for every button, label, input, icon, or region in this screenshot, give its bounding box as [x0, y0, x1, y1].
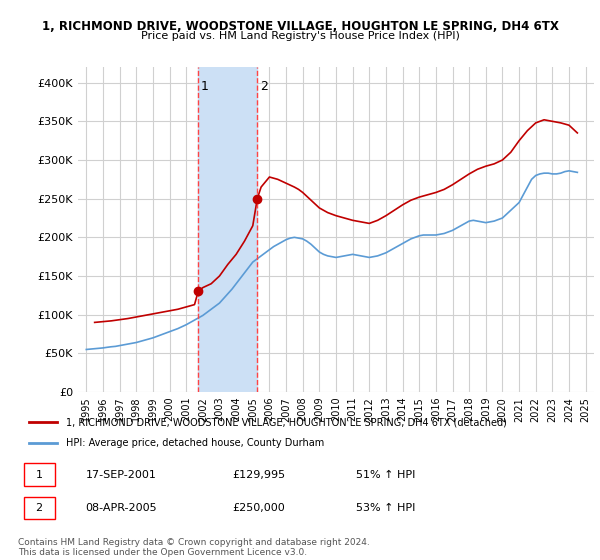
Text: 1, RICHMOND DRIVE, WOODSTONE VILLAGE, HOUGHTON LE SPRING, DH4 6TX: 1, RICHMOND DRIVE, WOODSTONE VILLAGE, HO…	[41, 20, 559, 32]
FancyBboxPatch shape	[23, 497, 55, 520]
Text: 08-APR-2005: 08-APR-2005	[86, 503, 157, 513]
Text: 2: 2	[260, 81, 268, 94]
Text: 2: 2	[35, 503, 43, 513]
Text: 51% ↑ HPI: 51% ↑ HPI	[356, 470, 416, 479]
Text: Price paid vs. HM Land Registry's House Price Index (HPI): Price paid vs. HM Land Registry's House …	[140, 31, 460, 41]
Text: 1: 1	[35, 470, 43, 479]
Text: 53% ↑ HPI: 53% ↑ HPI	[356, 503, 416, 513]
Text: HPI: Average price, detached house, County Durham: HPI: Average price, detached house, Coun…	[66, 438, 324, 448]
Text: 1, RICHMOND DRIVE, WOODSTONE VILLAGE, HOUGHTON LE SPRING, DH4 6TX (detached): 1, RICHMOND DRIVE, WOODSTONE VILLAGE, HO…	[66, 417, 507, 427]
Text: £129,995: £129,995	[232, 470, 286, 479]
FancyBboxPatch shape	[23, 464, 55, 486]
Text: £250,000: £250,000	[232, 503, 285, 513]
Text: Contains HM Land Registry data © Crown copyright and database right 2024.
This d: Contains HM Land Registry data © Crown c…	[18, 538, 370, 557]
Text: 1: 1	[200, 81, 209, 94]
Bar	[198, 67, 257, 392]
Text: 17-SEP-2001: 17-SEP-2001	[86, 470, 157, 479]
